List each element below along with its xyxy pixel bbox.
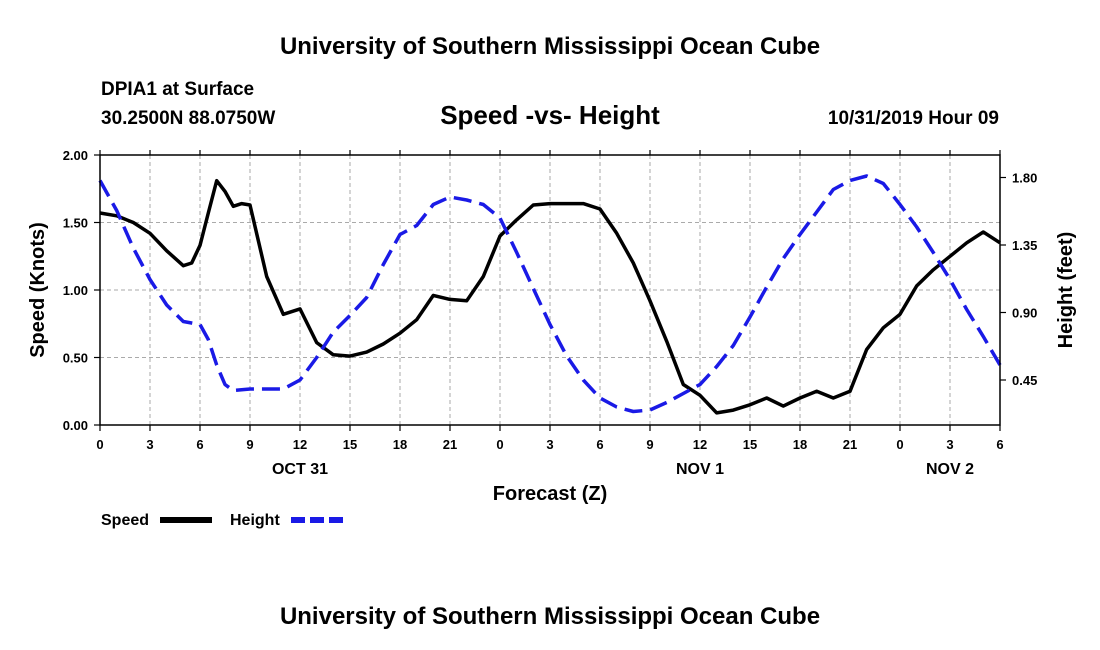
y2-tick-label: 0.90 — [1012, 306, 1037, 321]
x-tick-label: 0 — [96, 437, 103, 452]
x-tick-label: 9 — [246, 437, 253, 452]
y-axis-label: Speed (Knots) — [27, 222, 49, 358]
x-tick-label: 21 — [843, 437, 857, 452]
x-tick-label: 15 — [343, 437, 357, 452]
station-label: DPIA1 at Surface — [101, 79, 254, 100]
x-tick-label: 18 — [393, 437, 407, 452]
page-title-bottom: University of Southern Mississippi Ocean… — [280, 603, 820, 630]
series-line-height — [98, 174, 1002, 414]
x-tick-label: 21 — [443, 437, 457, 452]
y2-tick-label: 1.80 — [1012, 171, 1037, 186]
x-tick-label: 9 — [646, 437, 653, 452]
x-tick-label: 3 — [546, 437, 553, 452]
y2-tick-label: 1.35 — [1012, 238, 1037, 253]
x-tick-label: 3 — [146, 437, 153, 452]
y-tick-label: 0.00 — [63, 418, 88, 433]
y-tick-label: 2.00 — [63, 148, 88, 163]
y-tick-label: 1.50 — [63, 216, 88, 231]
axis-ticks: 0 3 6 9 12 15 18 21 0 3 6 9 12 15 18 21 0 3 6 0.00 0.50 1.00 1… — [63, 148, 1038, 452]
legend: Speed Height — [101, 512, 343, 529]
timestamp-label: 10/31/2019 Hour 09 — [828, 108, 999, 129]
x-tick-label: 0 — [896, 437, 903, 452]
date-label: OCT 31 — [272, 461, 328, 478]
legend-label-speed: Speed — [101, 512, 149, 529]
location-label: 30.2500N 88.0750W — [101, 108, 275, 129]
y-tick-label: 0.50 — [63, 351, 88, 366]
date-label: NOV 2 — [926, 461, 974, 478]
x-tick-label: 0 — [496, 437, 503, 452]
grid-lines — [100, 155, 1000, 425]
x-tick-label: 12 — [293, 437, 307, 452]
chart-title: Speed -vs- Height — [440, 100, 660, 130]
x-tick-label: 18 — [793, 437, 807, 452]
y-tick-label: 1.00 — [63, 283, 88, 298]
page-title-top: University of Southern Mississippi Ocean… — [280, 33, 820, 60]
y2-tick-label: 0.45 — [1012, 373, 1037, 388]
date-labels: OCT 31 NOV 1 NOV 2 — [272, 461, 974, 478]
x-tick-label: 12 — [693, 437, 707, 452]
x-tick-label: 3 — [946, 437, 953, 452]
date-label: NOV 1 — [676, 461, 724, 478]
series-line-speed — [99, 178, 1001, 415]
x-axis-label: Forecast (Z) — [493, 483, 607, 505]
x-tick-label: 6 — [596, 437, 603, 452]
x-tick-label: 6 — [996, 437, 1003, 452]
x-tick-label: 15 — [743, 437, 757, 452]
x-tick-label: 6 — [196, 437, 203, 452]
y2-axis-label: Height (feet) — [1055, 232, 1077, 349]
data-series — [98, 174, 1002, 415]
legend-label-height: Height — [230, 512, 280, 529]
